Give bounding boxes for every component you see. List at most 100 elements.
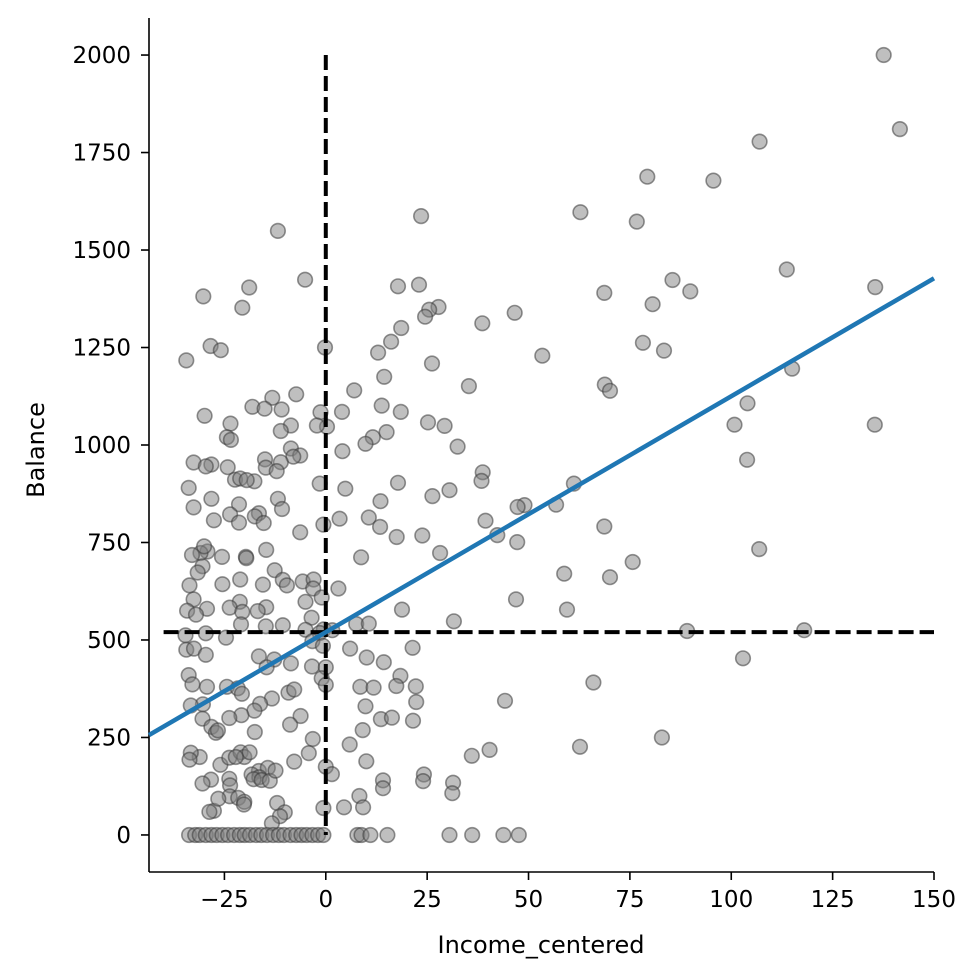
data-point	[370, 344, 387, 361]
data-point	[357, 435, 374, 452]
data-point	[219, 459, 236, 476]
data-point	[214, 576, 231, 593]
data-point	[358, 649, 375, 666]
data-point	[738, 451, 756, 468]
data-point	[378, 424, 395, 441]
data-point	[194, 775, 211, 792]
data-point	[282, 655, 300, 672]
data-point	[273, 401, 290, 418]
data-point	[596, 518, 613, 535]
data-point	[423, 355, 441, 372]
fit-line-group	[147, 276, 936, 737]
data-point	[417, 308, 434, 325]
data-point	[415, 772, 432, 790]
data-point	[230, 514, 248, 531]
data-point	[392, 403, 409, 421]
data-point	[891, 121, 909, 138]
data-point	[197, 458, 214, 475]
data-point	[282, 716, 299, 733]
data-point	[222, 415, 239, 432]
y-ticks: 0 250 500 750 1000 1250 1500 1750 2000	[72, 43, 149, 849]
data-point	[210, 790, 227, 807]
data-point	[267, 762, 284, 779]
data-point	[444, 785, 461, 802]
data-point	[655, 342, 673, 359]
data-point	[393, 319, 410, 337]
y-tick-label: 250	[87, 725, 131, 751]
data-point	[407, 678, 424, 695]
data-point	[372, 518, 389, 536]
y-tick-label: 2000	[72, 43, 131, 69]
data-point	[297, 593, 314, 610]
data-point	[509, 533, 526, 551]
data-point	[178, 352, 195, 369]
data-point	[474, 315, 491, 332]
data-point	[222, 431, 239, 449]
data-point	[360, 615, 377, 632]
data-point	[432, 544, 449, 562]
data-point	[198, 678, 216, 695]
data-point	[315, 799, 332, 817]
y-axis-label: Balance	[22, 402, 50, 498]
data-point	[297, 271, 314, 288]
data-point	[227, 748, 244, 766]
data-point	[341, 736, 358, 753]
data-point	[184, 676, 201, 693]
regression-fit-line	[147, 276, 936, 737]
data-point	[556, 565, 573, 582]
data-point	[362, 826, 379, 844]
data-point	[639, 168, 656, 185]
data-point	[185, 499, 202, 516]
data-point	[751, 133, 768, 150]
data-point	[189, 564, 206, 581]
data-point	[388, 677, 405, 695]
data-point	[221, 709, 238, 727]
data-point	[288, 386, 305, 403]
data-point	[495, 826, 512, 844]
data-point	[241, 279, 258, 296]
data-point	[778, 261, 795, 278]
data-point	[419, 414, 437, 431]
data-point	[383, 709, 401, 726]
data-point	[388, 528, 405, 546]
data-point	[404, 712, 422, 729]
data-point	[286, 681, 303, 698]
y-tick-label: 1750	[72, 141, 131, 167]
data-point	[726, 416, 743, 433]
data-point	[354, 721, 371, 739]
data-points	[177, 46, 909, 844]
data-point	[286, 753, 303, 770]
data-point	[464, 826, 481, 844]
data-point	[404, 639, 421, 656]
data-point	[875, 46, 892, 64]
data-point	[473, 472, 490, 490]
axes	[148, 18, 934, 873]
data-point	[315, 516, 332, 533]
data-point	[352, 678, 369, 695]
data-point	[449, 438, 466, 455]
data-point	[238, 472, 255, 489]
x-ticks: −25 0 25 50 75 100 125 150	[200, 872, 956, 913]
data-point	[205, 512, 222, 529]
data-point	[628, 213, 645, 230]
data-point	[232, 571, 249, 588]
data-point	[234, 299, 251, 316]
data-point	[250, 648, 267, 665]
data-point	[187, 606, 205, 623]
x-tick-label: 150	[912, 887, 956, 913]
data-point	[304, 730, 321, 748]
data-point	[866, 416, 883, 433]
data-point	[510, 826, 527, 844]
data-point	[408, 693, 425, 711]
y-tick-label: 750	[87, 530, 131, 556]
data-point	[346, 382, 363, 399]
data-point	[463, 747, 480, 764]
data-point	[445, 613, 463, 630]
data-point	[254, 576, 271, 593]
data-point	[373, 397, 390, 414]
y-tick-label: 500	[87, 628, 131, 654]
y-tick-label: 1250	[72, 336, 131, 362]
data-point	[181, 751, 198, 768]
data-point	[601, 569, 619, 586]
